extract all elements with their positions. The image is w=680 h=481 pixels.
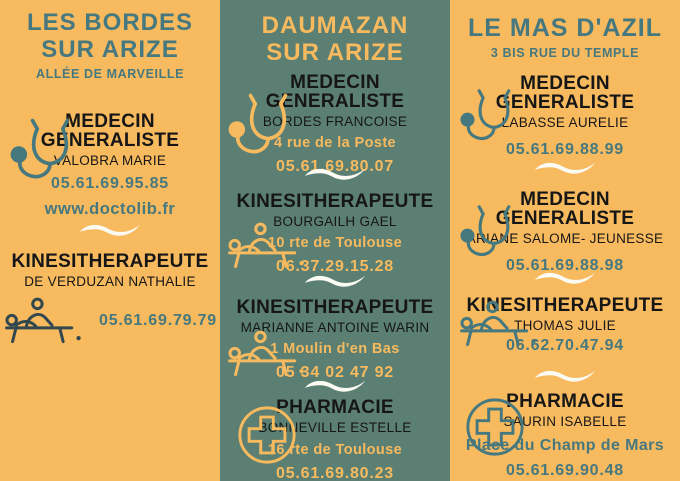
- section-kinesitherapeute: KINESITHERAPEUTE BOURGAILH GAEL 10 rte d…: [220, 192, 450, 276]
- phone-number: 05.61.69.79.79: [99, 312, 217, 329]
- massage-table-icon: [226, 222, 312, 270]
- address: 10 rte de Toulouse: [267, 235, 403, 251]
- address: 16 rte de Toulouse: [267, 442, 403, 458]
- section-heading: KINESITHERAPEUTE: [236, 191, 434, 212]
- phone-number: 05.61.69.90.48: [506, 462, 624, 479]
- section-heading: MEDECIN GENERALISTE: [40, 111, 180, 151]
- section-heading: MEDECIN GENERALISTE: [495, 73, 635, 113]
- wave-divider: [299, 378, 371, 394]
- person-name: VALOBRA MARIE: [53, 153, 167, 168]
- phone-number: 05.61.69.88.99: [506, 141, 624, 158]
- section-medecin-generaliste: MEDECIN GENERALISTE ARIANE SALOME- JEUNE…: [450, 190, 680, 275]
- address: Place du Champ de Mars: [465, 437, 665, 454]
- town-header: LES BORDES SUR ARIZE ALLÉE DE MARVEILLE: [0, 9, 220, 81]
- address: 4 rue de la Poste: [273, 135, 397, 151]
- person-name: MARIANNE ANTOINE WARIN: [240, 320, 430, 335]
- column-les-bordes-sur-arize: LES BORDES SUR ARIZE ALLÉE DE MARVEILLE …: [0, 0, 220, 481]
- town-subtitle: 3 BIS RUE DU TEMPLE: [490, 46, 640, 60]
- section-heading: MEDECIN GENERALISTE: [495, 189, 635, 229]
- town-title: DAUMAZAN SUR ARIZE: [261, 12, 409, 66]
- person-name: BONNEVILLE ESTELLE: [258, 420, 412, 435]
- section-heading: MEDECIN GENERALISTE: [265, 72, 405, 112]
- address: 1 Moulin d'en Bas: [270, 341, 400, 357]
- wave-divider: [529, 270, 601, 286]
- phone-number: 05.61.69.80.23: [276, 465, 394, 481]
- column-le-mas-d-azil: LE MAS D'AZIL 3 BIS RUE DU TEMPLE MEDECI…: [450, 0, 680, 481]
- town-title: LES BORDES SUR ARIZE: [26, 9, 194, 63]
- section-medecin-generaliste: MEDECIN GENERALISTE LABASSE AURELIE 05.6…: [450, 74, 680, 159]
- section-heading: KINESITHERAPEUTE: [466, 295, 664, 316]
- section-heading: PHARMACIE: [506, 391, 624, 412]
- town-title: LE MAS D'AZIL: [468, 14, 662, 42]
- person-name: BORDES FRANCOISE: [262, 114, 408, 129]
- person-name: ARIANE SALOME- JEUNESSE: [466, 231, 664, 246]
- phone-number: 05 34 02 47 92: [276, 364, 394, 381]
- phone-number: 06.37.29.15.28: [276, 258, 394, 275]
- person-name: BOURGAILH GAEL: [273, 214, 397, 229]
- pharmacy-cross-icon: [236, 404, 298, 466]
- stethoscope-icon: [455, 202, 533, 260]
- section-kinesitherapeute: KINESITHERAPEUTE DE VERDUZAN NATHALIE 05…: [0, 252, 220, 345]
- town-subtitle: ALLÉE DE MARVEILLE: [35, 67, 185, 81]
- phone-number: 05.61.69.80.07: [276, 158, 394, 175]
- stethoscope-icon: [455, 86, 533, 144]
- wave-divider: [299, 273, 371, 289]
- section-kinesitherapeute: KINESITHERAPEUTE MARIANNE ANTOINE WARIN …: [220, 298, 450, 382]
- massage-table-icon: [226, 330, 312, 378]
- phone-number: 05.61.69.95.85: [51, 175, 169, 192]
- massage-table-icon: [3, 297, 89, 345]
- section-heading: KINESITHERAPEUTE: [236, 297, 434, 318]
- section-pharmacie: PHARMACIE SAURIN ISABELLE Place du Champ…: [450, 392, 680, 480]
- section-heading: PHARMACIE: [276, 397, 394, 418]
- town-header: DAUMAZAN SUR ARIZE: [220, 12, 450, 66]
- wave-divider: [529, 160, 601, 176]
- section-kinesitherapeute: KINESITHERAPEUTE THOMAS JULIE 06.62.70.4…: [450, 296, 680, 355]
- section-medecin-generaliste: MEDECIN GENERALISTE BORDES FRANCOISE 4 r…: [220, 73, 450, 176]
- section-medecin-generaliste: MEDECIN GENERALISTE VALOBRA MARIE 05.61.…: [0, 112, 220, 219]
- wave-divider: [529, 368, 601, 384]
- person-name: LABASSE AURELIE: [501, 115, 629, 130]
- wave-divider: [74, 222, 146, 238]
- section-heading: KINESITHERAPEUTE: [11, 251, 209, 272]
- website-link[interactable]: www.doctolib.fr: [44, 200, 176, 218]
- person-name: THOMAS JULIE: [514, 318, 616, 333]
- person-name: DE VERDUZAN NATHALIE: [24, 274, 196, 289]
- wave-divider: [299, 166, 371, 182]
- column-daumazan-sur-arize: DAUMAZAN SUR ARIZE MEDECIN GENERALISTE B…: [220, 0, 450, 481]
- section-pharmacie: PHARMACIE BONNEVILLE ESTELLE 16 rte de T…: [220, 398, 450, 481]
- person-name: SAURIN ISABELLE: [503, 414, 627, 429]
- massage-table-icon: [458, 300, 544, 348]
- pharmacy-cross-icon: [464, 396, 526, 458]
- stethoscope-icon: [222, 91, 314, 157]
- phone-number: 05.61.69.88.98: [506, 257, 624, 274]
- stethoscope-icon: [4, 116, 96, 182]
- town-header: LE MAS D'AZIL 3 BIS RUE DU TEMPLE: [450, 14, 680, 61]
